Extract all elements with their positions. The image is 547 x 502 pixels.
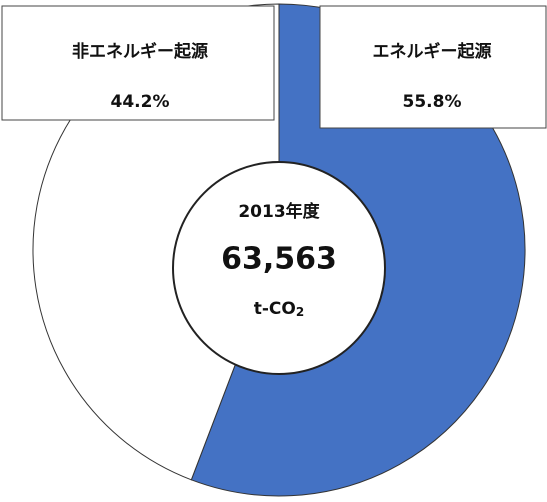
legend-label: エネルギー起源 — [373, 41, 492, 62]
label-box — [319, 5, 547, 129]
center-total: 63,563 — [221, 242, 337, 277]
data-label: 44.2% — [111, 92, 170, 112]
center-year: 2013年度 — [238, 201, 320, 222]
unit-subscript: 2 — [296, 305, 304, 319]
legend-label: 非エネルギー起源 — [72, 41, 208, 62]
center-circle — [172, 161, 386, 375]
label-box — [1, 5, 275, 121]
data-label: 55.8% — [403, 92, 462, 112]
center-unit: t-CO2 — [254, 299, 304, 319]
unit: t-CO — [254, 299, 296, 319]
